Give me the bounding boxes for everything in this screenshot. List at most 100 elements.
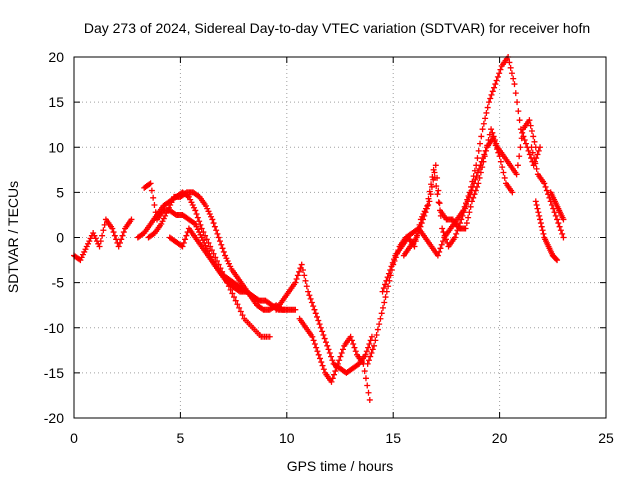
grid-lines — [74, 57, 606, 418]
data-point — [554, 216, 561, 223]
data-point — [369, 346, 376, 353]
data-point — [362, 351, 369, 358]
data-point — [198, 225, 205, 232]
data-point — [329, 375, 336, 382]
data-point — [365, 344, 372, 351]
data-point — [152, 209, 159, 216]
data-point — [463, 202, 470, 209]
y-tick-label: 15 — [48, 94, 64, 110]
data-point — [319, 328, 326, 335]
data-point — [491, 84, 498, 91]
data-point — [422, 209, 429, 216]
y-tick-label: 10 — [48, 139, 64, 155]
data-point — [475, 147, 482, 154]
data-point — [338, 350, 345, 357]
data-point — [311, 306, 318, 313]
data-point — [465, 194, 472, 201]
data-point — [101, 221, 108, 228]
data-point — [81, 248, 88, 255]
data-point — [320, 331, 327, 338]
data-point — [362, 375, 369, 382]
data-point — [434, 174, 441, 181]
x-tick-label: 25 — [598, 430, 614, 446]
data-point — [435, 199, 442, 206]
x-axis-label: GPS time / hours — [287, 458, 394, 474]
data-point — [533, 165, 540, 172]
data-point — [281, 306, 288, 313]
data-point — [451, 234, 458, 241]
data-point — [100, 227, 107, 234]
data-point — [540, 230, 547, 237]
data-point — [530, 133, 537, 140]
data-point — [419, 216, 426, 223]
data-point — [266, 333, 273, 340]
data-point — [463, 220, 470, 227]
data-point — [328, 353, 335, 360]
data-point — [350, 340, 357, 347]
data-point — [522, 140, 529, 147]
data-point — [536, 212, 543, 219]
data-point — [293, 276, 300, 283]
data-point — [160, 215, 167, 222]
data-point — [223, 255, 230, 262]
data-point — [383, 277, 390, 284]
data-point — [302, 277, 309, 284]
data-point — [182, 236, 189, 243]
data-point — [365, 357, 372, 364]
data-point — [416, 227, 423, 234]
data-point — [196, 229, 203, 236]
y-tick-label: -20 — [44, 410, 64, 426]
data-point — [363, 348, 370, 355]
x-tick-label: 15 — [385, 430, 401, 446]
y-tick-label: -15 — [44, 365, 64, 381]
data-point — [493, 77, 500, 84]
data-point — [303, 283, 310, 290]
data-point — [385, 270, 392, 277]
data-point — [413, 234, 420, 241]
y-tick-label: -5 — [52, 275, 65, 291]
data-point — [198, 234, 205, 241]
data-point — [215, 234, 222, 241]
data-point — [312, 310, 319, 317]
data-point — [414, 230, 421, 237]
data-point — [488, 126, 495, 133]
data-point — [455, 223, 462, 230]
data-point — [472, 176, 479, 183]
data-point — [467, 191, 474, 198]
data-point — [528, 144, 535, 151]
data-point — [110, 229, 117, 236]
data-point — [347, 333, 354, 340]
data-point — [229, 290, 236, 297]
data-point — [192, 207, 199, 214]
data-point — [193, 223, 200, 230]
data-point — [427, 191, 434, 198]
data-point — [513, 171, 520, 178]
data-point — [208, 213, 215, 220]
data-point — [371, 342, 378, 349]
data-marks — [71, 54, 567, 403]
data-point — [417, 223, 424, 230]
data-point — [373, 331, 380, 338]
data-point — [382, 281, 389, 288]
data-point — [454, 227, 461, 234]
data-point — [120, 229, 127, 236]
data-point — [553, 256, 560, 263]
data-point — [482, 115, 489, 122]
data-point — [516, 117, 523, 124]
data-point — [491, 138, 498, 145]
data-point — [500, 169, 507, 176]
data-point — [218, 241, 225, 248]
data-point — [488, 91, 495, 98]
data-point — [168, 199, 175, 206]
data-point — [560, 216, 567, 223]
data-point — [317, 324, 324, 331]
data-point — [425, 195, 432, 202]
data-point — [236, 304, 243, 311]
data-point — [430, 166, 437, 173]
data-point — [484, 104, 491, 111]
data-point — [158, 220, 165, 227]
data-point — [434, 191, 441, 198]
y-tick-label: 5 — [56, 184, 64, 200]
data-point — [515, 108, 522, 115]
x-tick-label: 20 — [492, 430, 508, 446]
